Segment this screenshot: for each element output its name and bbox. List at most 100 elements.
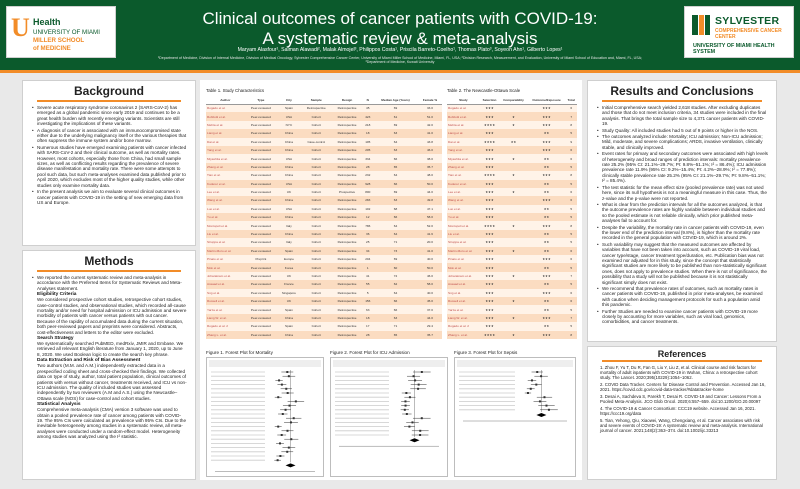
plot-point — [538, 400, 541, 403]
table-cell: Russell et al. — [206, 296, 245, 306]
table-cell: Rogado et al. 2 — [206, 322, 245, 331]
table-cell — [499, 129, 528, 138]
logo-medicine-label: of MEDICINE — [33, 45, 71, 52]
table-cell: 64 — [373, 171, 418, 180]
table-cell: Peer-reviewed — [244, 104, 278, 113]
references-heading: References — [657, 349, 707, 359]
table-cell: 18 — [362, 313, 374, 323]
table-header-cell: Median Age (Years) — [373, 96, 418, 105]
table-cell: 43.8 — [417, 137, 442, 146]
center-panel: Table 1. Study Characteristics Author Typ… — [200, 80, 582, 480]
table-cell: ★★ — [527, 213, 566, 222]
table-cell — [499, 145, 528, 155]
table-cell: Peer-reviewed — [244, 229, 278, 239]
methods-rule — [37, 270, 181, 272]
figure3-caption: Figure 3. Forest Plot for Sepsis — [454, 350, 518, 355]
plot-point — [280, 434, 283, 436]
table-cell: Mehta et al. — [447, 120, 480, 130]
background-bullet: A diagnosis of cancer is associated with… — [32, 128, 187, 144]
uhealth-logo: U Health UNIVERSITY OF MIAMI MILLER SCHO… — [6, 6, 116, 58]
table-cell: 5 — [565, 162, 577, 172]
table-cell: 69 — [373, 255, 418, 264]
plot-point — [408, 425, 411, 428]
header-accent-bar — [0, 70, 800, 73]
plot-summary-diamond — [285, 463, 296, 468]
table-cell: Kuderer et al. — [206, 179, 245, 188]
table-cell: Peer-reviewed — [244, 171, 278, 180]
table-row: Mok et al. ★★★ ★★ 5 — [447, 263, 577, 272]
table-cell: 5 — [565, 238, 577, 247]
table-cell: Robilotti et al. — [206, 112, 245, 121]
table-cell: Stroppa et al. — [206, 238, 245, 247]
results-bullets: Initial Comprehensive search yielded 2,6… — [588, 105, 776, 325]
table-row: Mehta et al. Peer-reviewed NYC Cohort Retros… — [206, 120, 442, 130]
table-row: Robilotti et al. Peer-reviewed USA Cohort Re… — [206, 112, 442, 121]
table-cell: Retrospective — [331, 280, 363, 289]
table-row: Stroppa et al. Peer-reviewed Italy Cohort Re… — [206, 238, 442, 247]
table-cell: Retrospective — [331, 129, 363, 138]
table-cell: ★★★ — [479, 229, 500, 239]
table-cell: Sng et al. — [447, 288, 480, 297]
table-row: Sng et al. ★★★ ★★★ 6 — [447, 288, 577, 297]
plot-point — [547, 408, 550, 411]
table-cell — [499, 213, 528, 222]
table-row: Robilotti et al. ★★★ ★ ★★★ 7 — [447, 112, 577, 121]
table-cell: 44.0 — [417, 187, 442, 197]
table-cell: Retrospective — [331, 271, 363, 281]
table-cell: 5 — [565, 213, 577, 222]
table-cell: Retrospective — [331, 171, 363, 180]
table-row: Dai et al. Peer-reviewed China Case-control… — [206, 137, 442, 146]
table-cell: Retrospective — [331, 313, 363, 323]
table-cell: Retrospective — [331, 255, 363, 264]
plot-point — [526, 392, 529, 394]
table-cell: ★★★ — [527, 330, 566, 339]
table-cell: ★★ — [527, 322, 566, 331]
table-cell: Tian et al. — [206, 171, 245, 180]
table-cell: 71 — [373, 238, 418, 247]
table-cell: Wang et al. — [447, 196, 480, 205]
table-cell: UK — [277, 296, 301, 306]
table-cell: ★★ — [527, 162, 566, 172]
table-cell: 5 — [565, 322, 577, 331]
table-cell: 49.8 — [417, 196, 442, 205]
poster-title: Clinical outcomes of cancer patients wit… — [120, 9, 680, 49]
table-cell: Assaad et al. — [206, 280, 245, 289]
table-cell: Retrospective — [331, 162, 363, 172]
table-row: Kuderer et al. Peer-reviewed USA Cohort Retr… — [206, 179, 442, 188]
results-panel: Results and Conclusions Initial Comprehe… — [587, 80, 777, 342]
table-cell: Peer-reviewed — [244, 288, 278, 297]
methods-sections: Eligibility Criteria We considered prospe… — [23, 292, 195, 439]
table-header-cell: Selection — [479, 96, 500, 105]
table-cell: 6 — [565, 145, 577, 155]
table-cell: Martin-Moro et al. — [206, 246, 245, 256]
reference-item: 1. Zhou F, Yu T, Du R, Fan G, Liu Y, Liu… — [600, 365, 758, 380]
table-cell: 61 — [373, 112, 418, 121]
methods-subheading: Statistical Analysis — [37, 402, 81, 408]
table-cell: Cohort — [300, 213, 332, 222]
methods-paragraph: Two authors (M.M. and A.M.) independentl… — [37, 363, 187, 401]
table-cell: 7 — [565, 313, 577, 323]
table-cell: 105 — [362, 137, 374, 146]
table-cell: ★★★ — [527, 221, 566, 230]
table-cell: ★ — [499, 330, 528, 339]
background-heading: Background — [73, 84, 144, 98]
table-cell: 44.0 — [417, 313, 442, 323]
table-cell: ★★ — [527, 129, 566, 138]
table-cell — [499, 322, 528, 331]
results-bullet: Further Studies are needed to examine ca… — [597, 309, 768, 325]
table-cell: 69 — [373, 120, 418, 130]
table-row: Miyashita et al. ★★★ ★ ★★ 6 — [447, 154, 577, 163]
table-cell: Luo et al. — [447, 204, 480, 214]
table-cell: Cohort — [300, 255, 332, 264]
table-cell: ★★ — [527, 238, 566, 247]
table-cell: Cohort — [300, 229, 332, 239]
background-bullet: Severe acute respiratory syndrome corona… — [32, 105, 187, 127]
figure3-plot-image — [457, 360, 573, 422]
plot-point — [536, 371, 539, 373]
table-cell: 28 — [362, 162, 374, 172]
table-cell: Wang et al. — [206, 196, 245, 205]
table-cell: 6 — [565, 196, 577, 205]
table-row: Lee et al. Peer-reviewed UK Cohort Prospecti… — [206, 187, 442, 197]
table-cell: ★★★ — [527, 120, 566, 130]
table-cell: Cohort — [300, 179, 332, 188]
